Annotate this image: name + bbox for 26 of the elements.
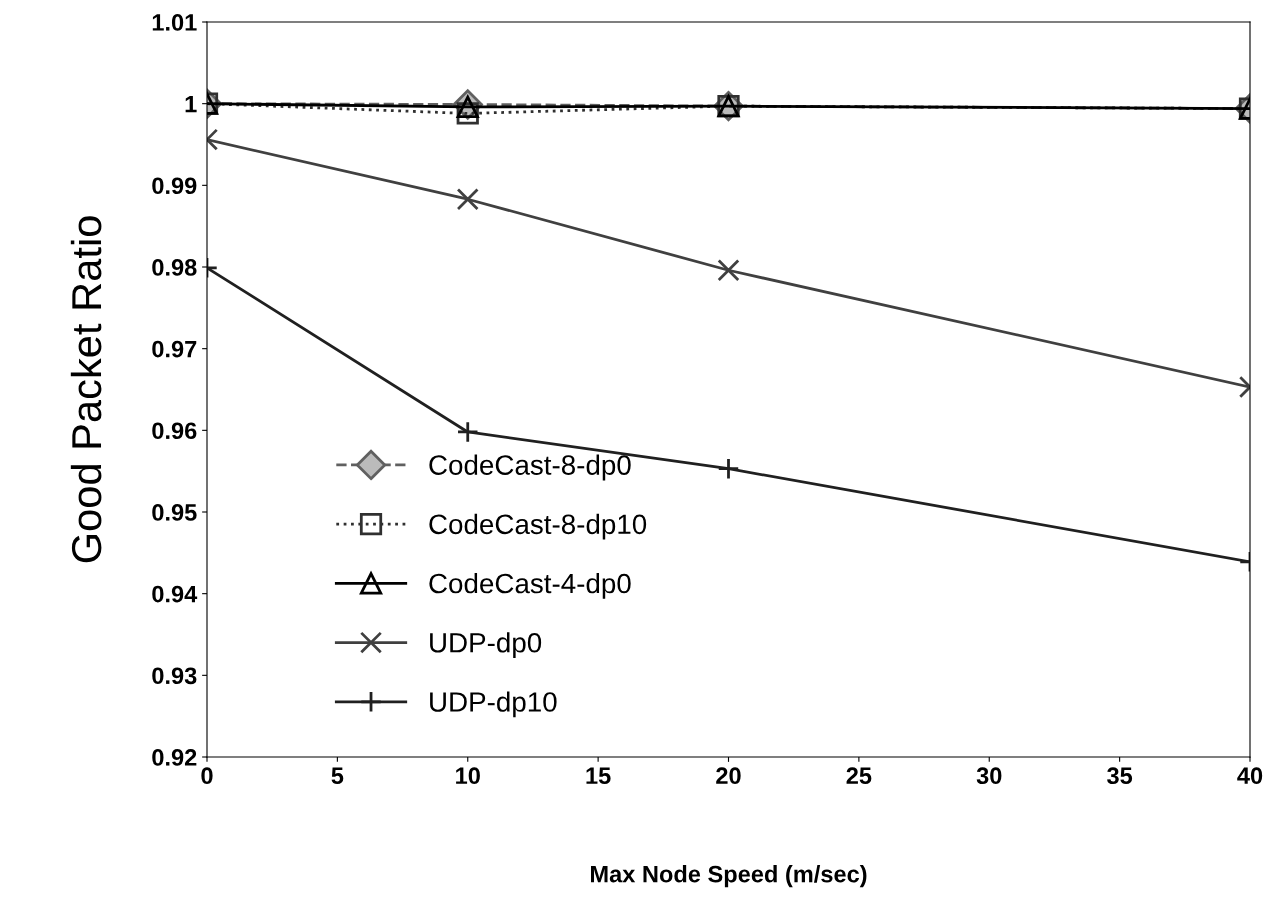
y-tick-label: 1.01 — [152, 14, 197, 31]
y-tick-label: 0.96 — [152, 422, 197, 440]
legend-label: CodeCast-4-dp0 — [429, 572, 631, 599]
legend-label: CodeCast-8-dp0 — [429, 454, 631, 481]
legend-label: UDP-dp0 — [430, 632, 542, 659]
y-tick-label: 0.98 — [152, 259, 197, 276]
x-tick-label: 0 — [201, 767, 213, 785]
y-tick-label: 0.99 — [152, 177, 197, 195]
x-tick-label: 30 — [976, 767, 1002, 785]
x-tick-label: 35 — [1107, 767, 1133, 785]
x-axis-title: Max Node Speed (m/sec) — [591, 865, 867, 888]
y-axis-title: Good Packet Ratio — [70, 216, 102, 563]
y-tick-label: 0.94 — [152, 585, 198, 603]
x-tick-label: 25 — [846, 767, 872, 785]
x-tick-label: 20 — [716, 767, 741, 785]
y-tick-label: 0.93 — [152, 667, 197, 685]
y-tick-label: 0.95 — [152, 504, 197, 521]
y-tick-label: 0.97 — [152, 340, 197, 358]
legend-label: UDP-dp10 — [430, 691, 557, 718]
x-tick-label: 40 — [1237, 767, 1263, 785]
legend-label: CodeCast-8-dp10 — [429, 513, 647, 540]
x-tick-label: 10 — [456, 767, 480, 785]
y-tick-label: 1 — [185, 95, 197, 113]
y-tick-label: 0.92 — [152, 749, 197, 766]
x-tick-label: 5 — [331, 767, 344, 785]
x-tick-label: 15 — [586, 767, 611, 785]
